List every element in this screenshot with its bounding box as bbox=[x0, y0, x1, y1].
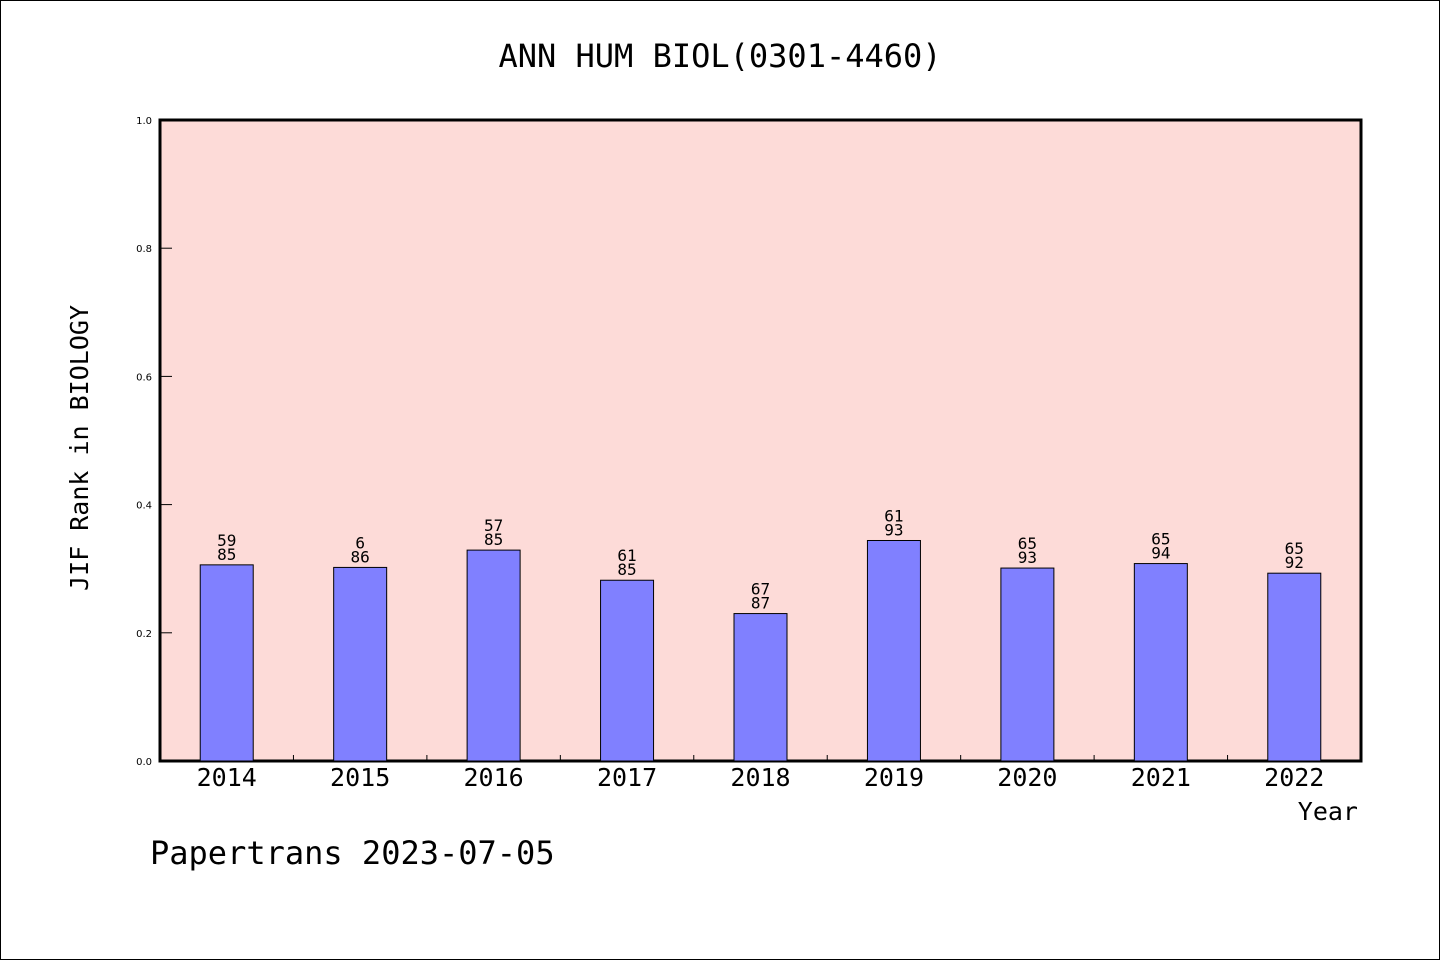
x-tick-label-2016: 2016 bbox=[464, 763, 524, 792]
chart-title: ANN HUM BIOL(0301-4460) bbox=[498, 37, 941, 75]
y-tick-label: 1.0 bbox=[136, 116, 152, 127]
y-tick-label: 0.0 bbox=[136, 757, 152, 768]
data-label-denominator-2022: 92 bbox=[1285, 553, 1304, 572]
bar-2016 bbox=[466, 549, 521, 762]
bar-2014 bbox=[199, 564, 254, 762]
data-label-denominator-2014: 85 bbox=[217, 545, 236, 564]
data-label-numerator-2014: 59 bbox=[217, 531, 236, 550]
x-tick-label-2014: 2014 bbox=[197, 763, 257, 792]
bar-2018 bbox=[733, 613, 788, 762]
data-label-denominator-2020: 93 bbox=[1018, 548, 1037, 567]
x-tick-label-2015: 2015 bbox=[330, 763, 390, 792]
bar-2017 bbox=[600, 579, 655, 762]
x-axis-label: Year bbox=[1298, 797, 1358, 826]
x-tick-label-2020: 2020 bbox=[997, 763, 1057, 792]
data-label-numerator-2018: 67 bbox=[751, 580, 770, 599]
x-axis: 2014 2015 2016 2017 2018 2019 2020 2021 2022 bbox=[197, 755, 1324, 792]
bar-2015 bbox=[333, 566, 388, 762]
x-tick-label-2018: 2018 bbox=[730, 763, 790, 792]
data-label-numerator-2017: 61 bbox=[617, 546, 636, 565]
bar-2019 bbox=[866, 539, 921, 762]
data-label-numerator-2016: 57 bbox=[484, 516, 503, 535]
x-tick-label-2019: 2019 bbox=[864, 763, 924, 792]
y-axis-label: JIF Rank in BIOLOGY bbox=[65, 305, 94, 591]
data-label-denominator-2016: 85 bbox=[484, 530, 503, 549]
data-label-denominator-2017: 85 bbox=[617, 560, 636, 579]
data-label-numerator-2019: 61 bbox=[884, 506, 903, 525]
data-label-denominator-2019: 93 bbox=[884, 520, 903, 539]
data-label-numerator-2020: 65 bbox=[1018, 534, 1037, 553]
x-tick-label-2021: 2021 bbox=[1131, 763, 1191, 792]
x-tick-label-2022: 2022 bbox=[1264, 763, 1324, 792]
bar-2020 bbox=[1000, 567, 1055, 762]
bars-group bbox=[199, 539, 1322, 762]
data-label-numerator-2021: 65 bbox=[1151, 530, 1170, 549]
data-label-numerator-2022: 65 bbox=[1285, 539, 1304, 558]
footer-watermark: Papertrans 2023-07-05 bbox=[150, 834, 555, 872]
data-label-denominator-2018: 87 bbox=[751, 594, 770, 613]
y-tick-label: 0.8 bbox=[136, 244, 152, 255]
y-tick-label: 0.2 bbox=[136, 629, 152, 640]
data-label-numerator-2015: 6 bbox=[355, 533, 365, 552]
bar-2022 bbox=[1267, 572, 1322, 762]
bar-2021 bbox=[1133, 563, 1188, 762]
data-label-denominator-2015: 86 bbox=[351, 547, 370, 566]
y-tick-label: 0.4 bbox=[136, 501, 152, 512]
y-tick-label: 0.6 bbox=[136, 372, 152, 383]
data-label-denominator-2021: 94 bbox=[1151, 544, 1170, 563]
x-tick-label-2017: 2017 bbox=[597, 763, 657, 792]
y-axis: 0.0 0.2 0.4 0.6 0.8 1.0 bbox=[136, 116, 172, 768]
